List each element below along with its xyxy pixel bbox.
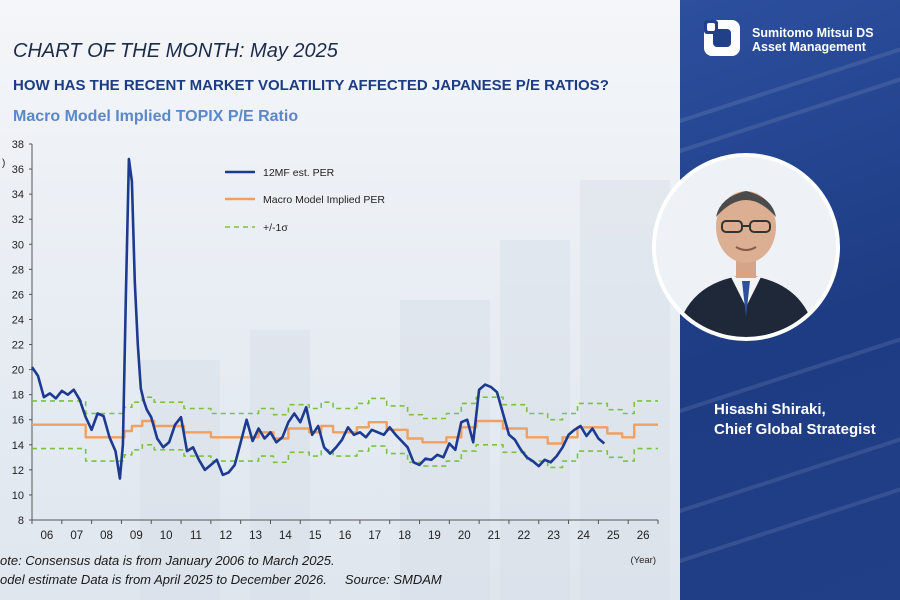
y-tick-label: 12 [12,465,24,477]
series-line-2 [32,396,658,421]
series-line-3 [32,443,658,469]
x-tick-label: 23 [547,530,560,542]
x-tick-label: 25 [607,530,620,542]
y-tick-label: 30 [12,239,24,251]
x-tick-label: 06 [41,530,54,542]
y-tick-label: 8 [18,515,24,527]
x-tick-label: 18 [398,530,411,542]
company-logo-icon [704,20,740,56]
company-name: Sumitomo Mitsui DS Asset Management [752,26,874,54]
x-tick-label: 09 [130,530,143,542]
x-tick-label: 16 [339,530,352,542]
x-tick-label: 12 [219,530,232,542]
x-tick-label: 21 [488,530,501,542]
x-tick-label: 07 [70,530,83,542]
x-tick-label: 20 [458,530,471,542]
y-tick-label: 18 [12,390,24,402]
y-tick-label: 28 [12,264,24,276]
y-tick-label: 24 [12,314,24,326]
portrait-photo [652,153,840,341]
y-tick-label: 34 [12,189,24,201]
x-tick-label: 11 [190,530,202,542]
y-tick-label: 22 [12,340,24,352]
pe-ratio-chart: 8 10 12 14 16 18 20 22 24 26 28 30 32 34 36 38) 06 07 08 09… [2,139,659,566]
chart-title: Macro Model Implied TOPIX P/E Ratio [13,108,299,125]
company-name-line1: Sumitomo Mitsui DS [752,26,874,40]
legend-label: +/-1σ [263,222,288,234]
headline-question: HOW HAS THE RECENT MARKET VOLATILITY AFF… [13,77,609,94]
y-tick-label: 38 [12,139,24,151]
source-note: Source: SMDAM [344,572,442,587]
x-tick-label: 13 [249,530,262,542]
x-tick-label: 15 [309,530,322,542]
chart-legend: 12MF est. PER Macro Model Implied PER +/-1… [225,167,385,234]
x-tick-label: 22 [517,530,530,542]
company-name-line2: Asset Management [752,40,866,54]
x-tick-label: 24 [577,530,590,542]
y-tick-label: 14 [12,440,24,452]
x-tick-label: 10 [160,530,173,542]
x-tick-label: 14 [279,530,292,542]
x-axis-label: (Year) [630,555,656,566]
chart-axes: 8 10 12 14 16 18 20 22 24 26 28 30 32 34 36 38) 06 07 08 09… [2,139,659,566]
legend-label: 12MF est. PER [263,167,335,179]
y-tick-label: 16 [12,415,24,427]
x-tick-label: 17 [368,530,381,542]
chart-of-month-heading: CHART OF THE MONTH: May 2025 [13,40,338,62]
note-line-2: odel estimate Data is from April 2025 to… [0,572,442,587]
y-axis-label: ) [2,158,5,169]
person-title: Chief Global Strategist [714,421,876,438]
y-tick-label: 36 [12,164,24,176]
note-line-1: ote: Consensus data is from January 2006… [0,553,335,568]
chart-plot-area [30,157,658,480]
person-name: Hisashi Shiraki, [714,401,826,418]
series-line-0 [30,157,606,480]
y-tick-label: 10 [12,490,24,502]
note-line-2-text: odel estimate Data is from April 2025 to… [0,572,327,587]
person-caption: Hisashi Shiraki, Chief Global Strategist [714,400,876,440]
y-tick-label: 20 [12,365,24,377]
x-tick-label: 08 [100,530,113,542]
y-tick-label: 26 [12,289,24,301]
x-tick-label: 26 [637,530,650,542]
legend-label: Macro Model Implied PER [263,194,385,206]
y-tick-label: 32 [12,214,24,226]
x-tick-label: 19 [428,530,441,542]
